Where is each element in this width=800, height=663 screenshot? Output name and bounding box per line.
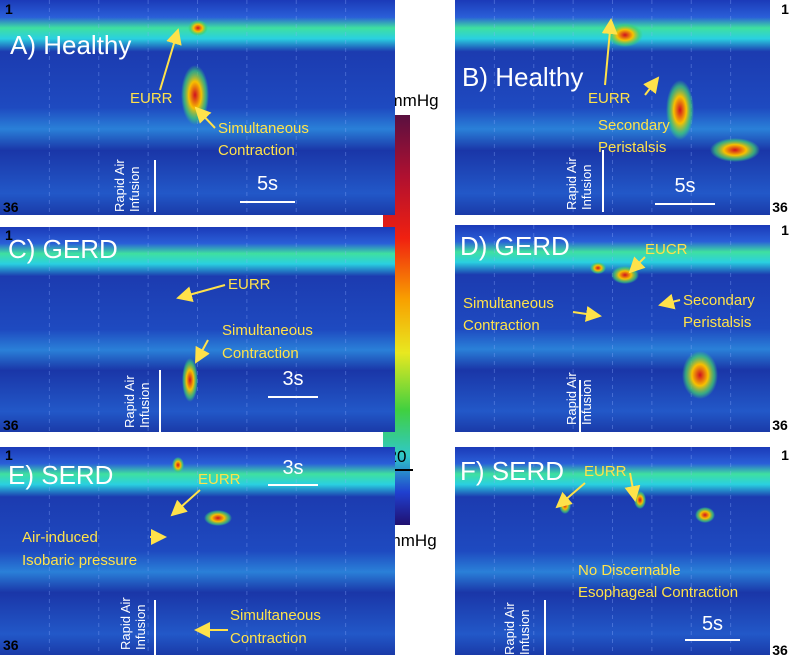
scale-label: 5s [674, 175, 695, 197]
panel-label: C) GERD [8, 234, 118, 264]
pressure-peak [682, 351, 718, 399]
arrow [195, 339, 210, 364]
sensor-bottom: 36 [3, 199, 19, 215]
annotation: EURR [588, 90, 631, 107]
infusion-label: Rapid Air [564, 372, 579, 425]
panel-label: E) SERD [8, 460, 113, 490]
manometry-plot [455, 225, 770, 432]
pressure-peak [172, 457, 184, 473]
annotation: Secondary [683, 292, 755, 309]
pressure-peak [607, 23, 643, 47]
sensor-bottom: 36 [772, 642, 788, 658]
panel-label: F) SERD [460, 456, 564, 486]
pressure-peak [182, 358, 198, 402]
panel-label: D) GERD [460, 231, 570, 261]
annotation: Peristalsis [683, 314, 751, 331]
annotation: EURR [228, 276, 271, 293]
infusion-label: Infusion [579, 164, 594, 210]
pressure-peak [611, 266, 639, 284]
annotation: Simultaneous [463, 295, 554, 312]
infusion-label: Rapid Air [502, 602, 517, 655]
infusion-label: Rapid Air [564, 157, 579, 210]
manometry-plot [455, 447, 770, 655]
annotation: EURR [198, 471, 241, 488]
arrow [159, 28, 182, 91]
annotation: No Discernable [578, 562, 681, 579]
arrow [643, 76, 660, 96]
pressure-peak [204, 510, 232, 526]
arrow [624, 472, 641, 502]
sensor-top: 1 [781, 222, 789, 238]
sensor-bottom: 36 [772, 417, 788, 433]
infusion-label: Rapid Air [118, 597, 133, 650]
annotation: EUCR [645, 241, 688, 258]
arrow [628, 256, 646, 274]
pressure-peak [666, 80, 694, 140]
infusion-label: Rapid Air [122, 375, 137, 428]
sensor-top: 1 [5, 1, 13, 17]
arrow [658, 293, 681, 310]
pressure-peak [634, 491, 646, 509]
annotation: Secondary [598, 117, 670, 134]
pressure-peak [188, 20, 208, 36]
annotation: Air-induced [22, 529, 98, 546]
annotation: Contraction [463, 317, 540, 334]
pressure-peak [695, 507, 715, 523]
annotation: EURR [584, 463, 627, 480]
annotation: Contraction [230, 630, 307, 647]
sensor-top: 1 [5, 447, 13, 463]
annotation: Simultaneous [230, 607, 321, 624]
annotation: EURR [130, 90, 173, 107]
infusion-label: Infusion [137, 382, 152, 428]
pressure-peak [590, 262, 606, 274]
annotation: Simultaneous [222, 322, 313, 339]
sensor-bottom: 36 [3, 637, 19, 653]
scale-label: 5s [702, 613, 723, 635]
sensor-top: 1 [781, 1, 789, 17]
scale-label: 3s [282, 457, 303, 479]
scale-label: 5s [257, 173, 278, 195]
sensor-bottom: 36 [3, 417, 19, 433]
annotation: Esophageal Contraction [578, 584, 738, 601]
annotation: Peristalsis [598, 139, 666, 156]
manometry-plot [0, 227, 395, 432]
annotation: Isobaric pressure [22, 552, 137, 569]
scale-label: 3s [282, 368, 303, 390]
arrow [176, 284, 226, 302]
infusion-label: Infusion [127, 166, 142, 212]
infusion-label: Rapid Air [112, 159, 127, 212]
arrow [194, 106, 216, 129]
sensor-bottom: 36 [772, 199, 788, 215]
arrow [555, 482, 586, 509]
infusion-label: Infusion [517, 609, 532, 655]
arrow [170, 489, 201, 517]
panel-label: A) Healthy [10, 30, 131, 60]
infusion-label: Infusion [579, 379, 594, 425]
arrow [572, 306, 602, 322]
arrow [601, 18, 618, 86]
pressure-peak [710, 138, 760, 162]
sensor-top: 1 [5, 227, 13, 243]
annotation: Contraction [222, 345, 299, 362]
sensor-top: 1 [781, 447, 789, 463]
annotation: Simultaneous [218, 120, 309, 137]
manometry-plot [0, 447, 395, 655]
annotation: Contraction [218, 142, 295, 159]
panel-label: B) Healthy [462, 62, 583, 92]
infusion-label: Infusion [133, 604, 148, 650]
